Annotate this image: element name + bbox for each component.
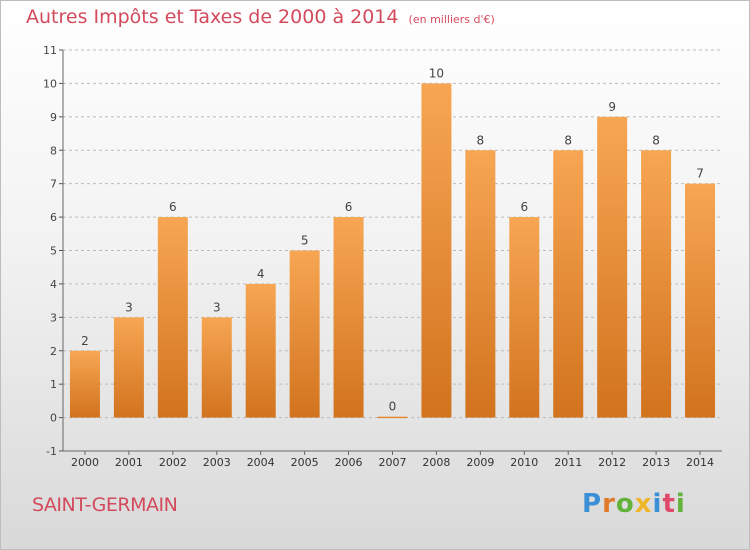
bar [465, 150, 496, 418]
chart-title-block: Autres Impôts et Taxes de 2000 à 2014 (e… [26, 6, 495, 28]
bar [421, 83, 452, 418]
chart-unit-note: (en milliers d'€) [408, 13, 495, 26]
x-tick-label: 2004 [247, 456, 275, 469]
bar [377, 416, 408, 419]
x-tick-label: 2013 [642, 456, 670, 469]
y-tick-label: 2 [50, 345, 57, 358]
bar [245, 283, 276, 418]
data-label: 3 [125, 300, 133, 314]
y-tick-label: 9 [50, 111, 57, 124]
data-label: 8 [564, 133, 572, 147]
logo-letter: i [675, 489, 686, 519]
x-tick-label: 2005 [291, 456, 319, 469]
data-label: 9 [608, 100, 616, 114]
bar [69, 350, 100, 418]
y-tick-label: 6 [50, 211, 57, 224]
x-tick-label: 2011 [554, 456, 582, 469]
bar [509, 217, 540, 418]
data-label: 6 [169, 200, 177, 214]
data-label: 7 [696, 167, 704, 181]
y-tick-label: 11 [43, 44, 57, 57]
y-tick-label: 7 [50, 178, 57, 191]
data-label: 0 [389, 400, 397, 414]
logo-letter: t [662, 489, 676, 519]
x-tick-label: 2000 [71, 456, 99, 469]
x-tick-label: 2001 [115, 456, 143, 469]
commune-name: SAINT-GERMAIN [32, 494, 178, 516]
proxiti-logo: Proxiti [582, 489, 686, 519]
bar [641, 150, 672, 418]
bar [157, 217, 188, 418]
logo-letter: o [615, 489, 635, 519]
x-tick-label: 2012 [598, 456, 626, 469]
data-label: 3 [213, 300, 221, 314]
logo-letter: x [634, 489, 653, 519]
x-tick-label: 2002 [159, 456, 187, 469]
y-tick-label: 1 [50, 378, 57, 391]
data-label: 10 [429, 66, 444, 80]
y-tick-label: 5 [50, 245, 57, 258]
bar [113, 317, 144, 418]
data-label: 8 [652, 133, 660, 147]
chart-title: Autres Impôts et Taxes de 2000 à 2014 [26, 6, 399, 28]
data-label: 4 [257, 267, 265, 281]
y-tick-label: 3 [50, 311, 57, 324]
bar [553, 150, 584, 418]
x-tick-label: 2010 [510, 456, 538, 469]
bar [597, 116, 628, 418]
bar [333, 217, 364, 418]
y-tick-label: -1 [46, 445, 57, 458]
bar [201, 317, 232, 418]
logo-letter: r [602, 489, 616, 519]
x-tick-label: 2006 [335, 456, 363, 469]
data-label: 5 [301, 234, 309, 248]
x-tick-label: 2007 [379, 456, 407, 469]
data-label: 8 [477, 133, 485, 147]
y-tick-label: 10 [43, 77, 57, 90]
x-tick-label: 2014 [686, 456, 714, 469]
logo-letter: i [652, 489, 663, 519]
data-label: 2 [81, 334, 89, 348]
y-tick-label: 0 [50, 412, 57, 425]
y-tick-label: 4 [50, 278, 57, 291]
bar [685, 183, 716, 418]
x-tick-label: 2003 [203, 456, 231, 469]
x-tick-label: 2008 [422, 456, 450, 469]
bar [289, 250, 320, 418]
y-tick-label: 8 [50, 144, 57, 157]
data-label: 6 [520, 200, 528, 214]
data-label: 6 [345, 200, 353, 214]
x-tick-label: 2009 [466, 456, 494, 469]
logo-letter: P [582, 489, 603, 519]
